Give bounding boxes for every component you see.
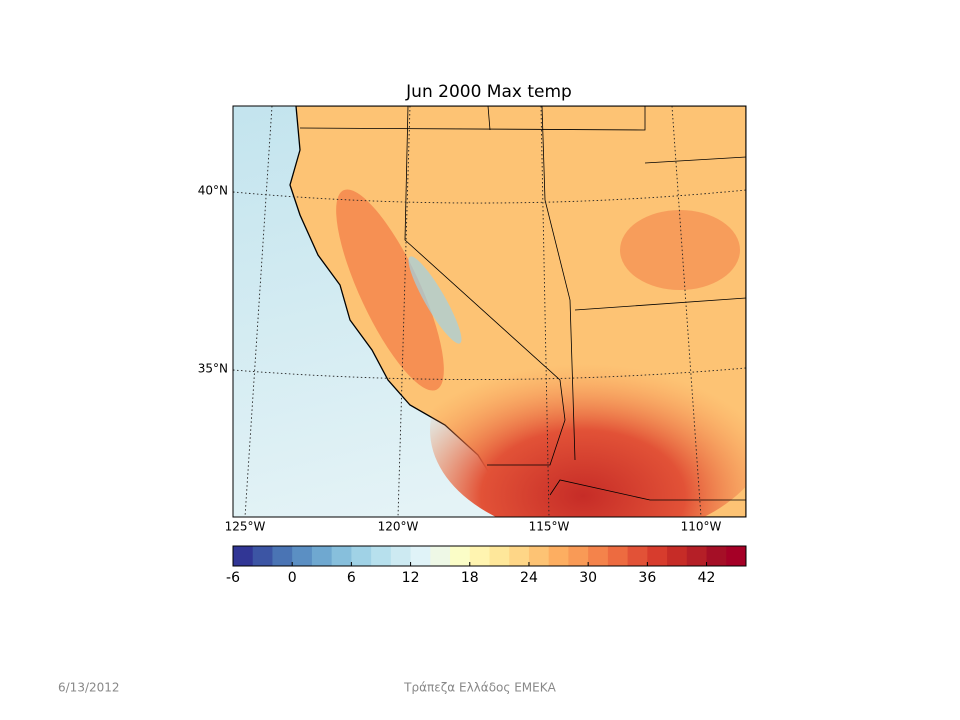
colorbar-bin [647, 546, 668, 566]
map [233, 106, 746, 517]
central-valley [336, 189, 444, 391]
lat-label: 35°N [198, 362, 228, 376]
colorbar-frame [232, 545, 747, 567]
colorbar-bin [390, 546, 412, 566]
colorbar-bin [430, 546, 451, 566]
colorbar-bin [509, 546, 530, 566]
colorbar-bin [706, 546, 727, 566]
colorbar-tick-label: 24 [520, 570, 538, 586]
colorbar-bin [252, 546, 273, 566]
colorbar-bin [272, 546, 293, 566]
lon-label: 115°W [529, 520, 570, 534]
colorbar-bin [311, 546, 333, 566]
borders [299, 106, 746, 501]
graticule [233, 106, 746, 517]
colorbar-bin [588, 546, 609, 566]
colorbar-bin [233, 546, 254, 566]
colorbar-tick-label: 6 [347, 570, 356, 586]
lon-label: 125°W [225, 520, 266, 534]
colorbar-bin [548, 546, 569, 566]
colorbar-bin [489, 546, 510, 566]
colorbar-bin [686, 546, 708, 566]
colorbar-bin [627, 546, 648, 566]
map-frame [232, 105, 747, 518]
hot-region [430, 320, 746, 517]
colorbar-bin [726, 546, 747, 566]
colorbar-bin [528, 546, 550, 566]
map-title: Jun 2000 Max temp [405, 82, 572, 102]
lat-label: 40°N [198, 184, 228, 198]
sierra [408, 256, 462, 344]
colorbar-tick-label: -6 [226, 570, 240, 586]
colorbar-tick-label: 36 [638, 570, 656, 586]
graticule-labels: 40°N 35°N 125°W 120°W 115°W 110°W [198, 184, 722, 534]
lon-label: 120°W [378, 520, 419, 534]
colorbar-bin [331, 546, 352, 566]
colorbar-bin [351, 546, 372, 566]
colorbar-bin [667, 546, 688, 566]
colorbar: -6 0 6 12 18 24 30 36 42 [226, 545, 747, 586]
colorbar-tick-label: 42 [698, 570, 716, 586]
warm-region [620, 210, 740, 290]
colorbar-tick-label: 30 [579, 570, 597, 586]
colorbar-tick-label: 0 [288, 570, 297, 586]
colorbar-bin [469, 546, 490, 566]
colorbar-tick-label: 18 [461, 570, 479, 586]
footer-organization: Τράπεζα Ελλάδος ΕΜΕΚΑ [403, 681, 556, 695]
colorbar-bin [371, 546, 392, 566]
colorbar-bin [450, 546, 471, 566]
lon-label: 110°W [681, 520, 722, 534]
colorbar-bin [607, 546, 629, 566]
colorbar-bin [410, 546, 431, 566]
colorbar-bin [568, 546, 589, 566]
footer-date: 6/13/2012 [58, 681, 120, 695]
colorbar-tick-label: 12 [402, 570, 420, 586]
colorbar-bin [292, 546, 313, 566]
